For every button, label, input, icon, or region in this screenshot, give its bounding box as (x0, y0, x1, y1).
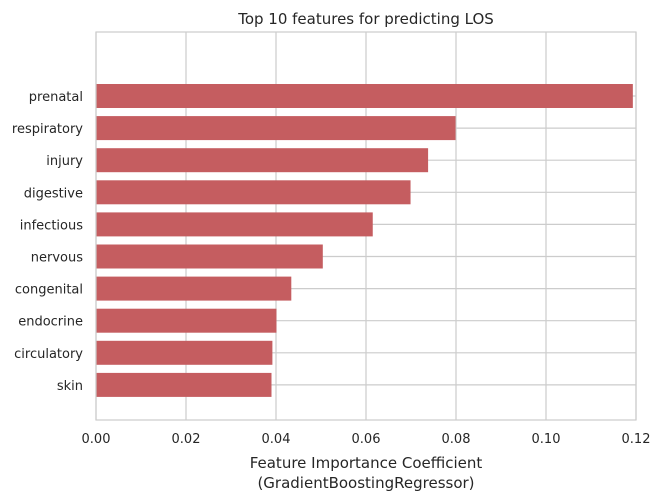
y-tick-label: injury (46, 154, 83, 169)
y-tick-label: endocrine (18, 315, 83, 330)
bar-skin (96, 372, 272, 397)
bar-congenital (96, 276, 292, 301)
y-tick-label: congenital (15, 283, 83, 298)
bar-injury (96, 148, 429, 173)
y-tick-label: skin (57, 379, 83, 394)
x-tick-label: 0.10 (532, 432, 561, 447)
bar-circulatory (96, 340, 273, 365)
plot-frame (95, 31, 637, 421)
bars (96, 84, 633, 397)
x-axis-label-line1: Feature Importance Coefficient (250, 454, 483, 472)
bar-infectious (96, 212, 373, 237)
y-tick-label: infectious (20, 218, 83, 233)
bar-nervous (96, 244, 323, 269)
x-tick-label: 0.12 (622, 432, 651, 447)
x-tick-label: 0.02 (172, 432, 201, 447)
y-tick-label: digestive (24, 186, 83, 201)
x-tick-label: 0.00 (82, 432, 111, 447)
bar-respiratory (96, 116, 456, 141)
y-tick-label: prenatal (29, 90, 83, 105)
bar-digestive (96, 180, 411, 205)
x-tick-label: 0.04 (262, 432, 291, 447)
y-tick-label: respiratory (12, 122, 83, 137)
chart-title: Top 10 features for predicting LOS (237, 10, 494, 28)
y-tick-label: circulatory (14, 347, 83, 362)
x-tick-labels: 0.00 0.02 0.04 0.06 0.08 0.10 0.12 (82, 432, 651, 447)
bar-endocrine (96, 308, 277, 333)
bar-prenatal (96, 84, 633, 108)
y-tick-label: nervous (31, 251, 83, 266)
x-axis-label-line2: (GradientBoostingRegressor) (257, 474, 474, 492)
y-tick-labels: prenatal respiratory injury digestive infect… (12, 90, 83, 394)
x-tick-label: 0.06 (352, 432, 381, 447)
x-tick-label: 0.08 (442, 432, 471, 447)
